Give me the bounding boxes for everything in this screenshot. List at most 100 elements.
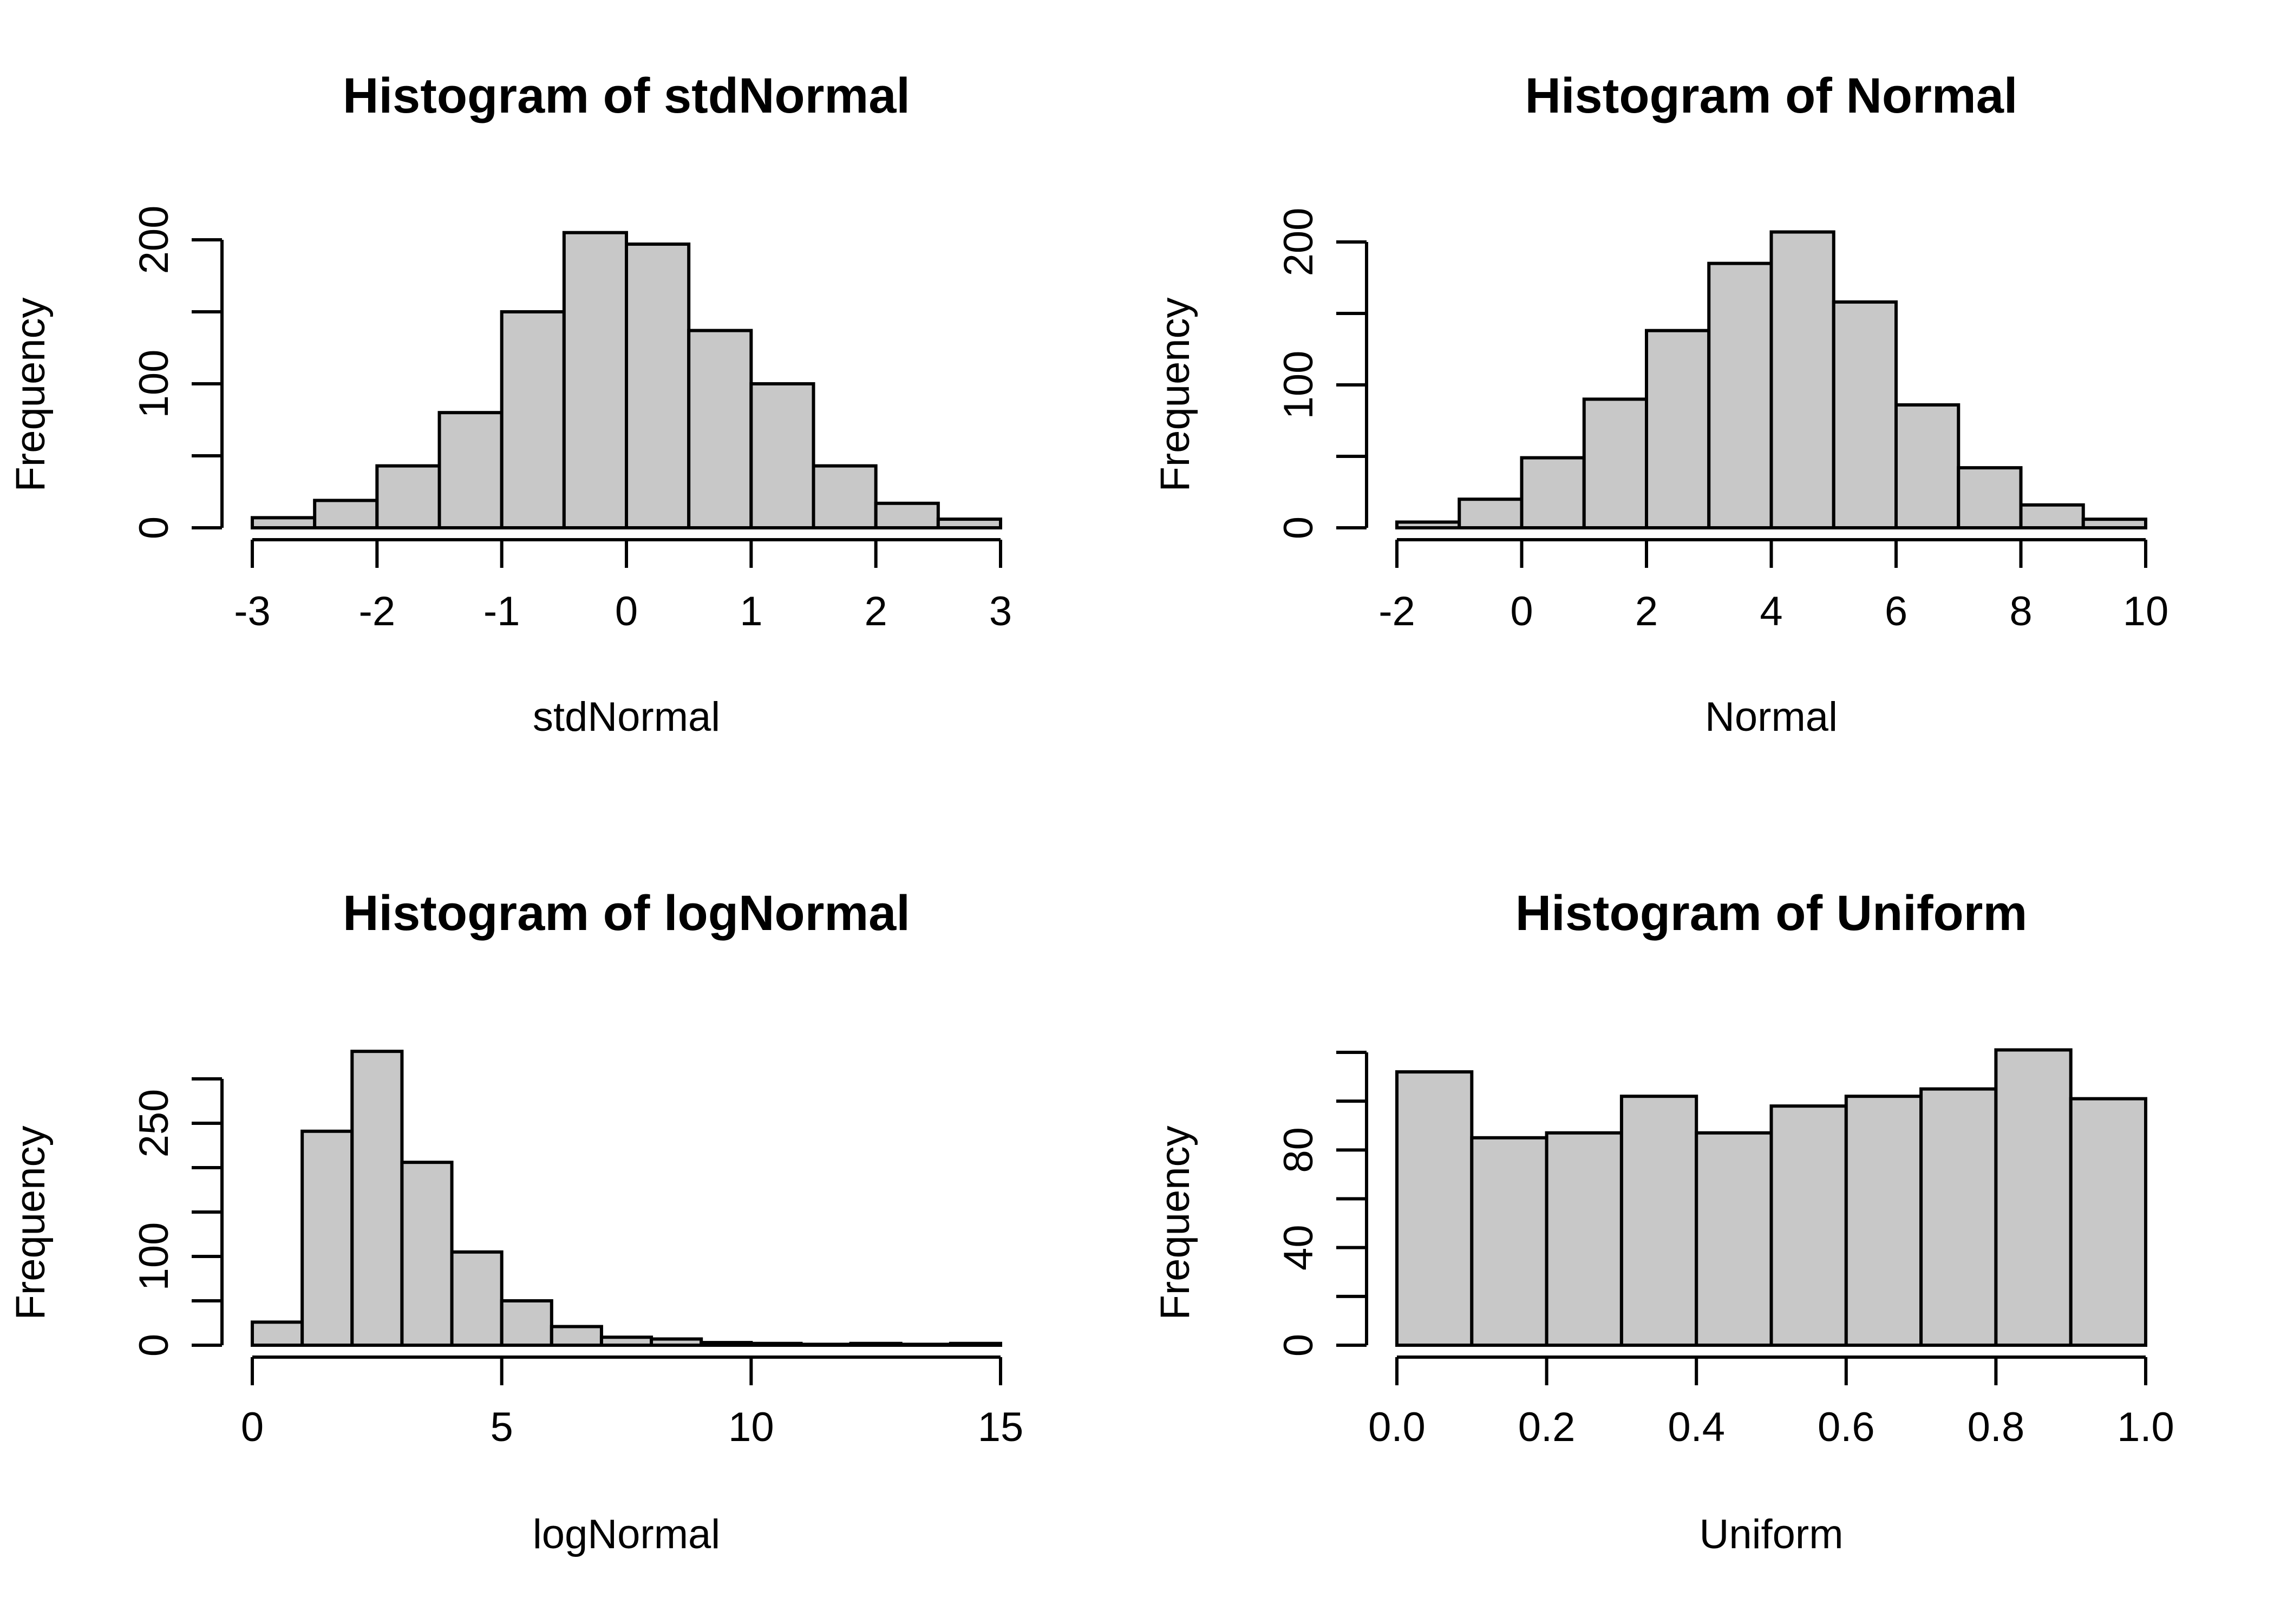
histogram-bar — [1769, 230, 1835, 529]
histogram-bar — [313, 499, 379, 530]
chart-title: Histogram of Normal — [1525, 68, 2018, 123]
y-tick-label: 0 — [131, 516, 177, 539]
histogram-bar — [650, 1337, 703, 1347]
x-tick-label: 0.2 — [1518, 1404, 1576, 1450]
histogram-bar — [300, 1129, 354, 1347]
y-tick-label: 80 — [1276, 1127, 1322, 1173]
x-axis-label: logNormal — [533, 1511, 720, 1557]
histogram-bar — [749, 382, 815, 529]
histogram-bar — [400, 1161, 454, 1347]
x-tick-label: 1 — [740, 588, 762, 634]
y-axis-label: Frequency — [1152, 297, 1198, 492]
y-tick-label: 100 — [131, 1222, 177, 1291]
histogram-bar — [1619, 1095, 1698, 1347]
y-axis-label: Frequency — [8, 1125, 54, 1320]
histogram-bar — [251, 1320, 304, 1347]
x-tick-label: 0.0 — [1368, 1404, 1426, 1450]
histogram-bar — [936, 518, 1003, 529]
y-tick-label: 0 — [1276, 516, 1322, 539]
histogram-bar — [2069, 1097, 2147, 1347]
x-tick-label: 2 — [865, 588, 887, 634]
histogram-bar — [687, 329, 753, 530]
histogram-bar — [550, 1325, 603, 1347]
x-tick-label: 0 — [1510, 588, 1533, 634]
histogram-bar — [599, 1335, 654, 1347]
histogram-bar — [899, 1343, 952, 1347]
x-tick-label: -2 — [1378, 588, 1415, 634]
histogram-panel: Histogram of stdNormal -3 -2 -1 0 1 2 3 0 100 200 s… — [8, 68, 1012, 740]
y-tick-label: 0 — [131, 1334, 177, 1357]
histogram-panel: Histogram of Uniform 0.0 0.2 0.4 0.6 0.8 1.0 0 4… — [1152, 886, 2174, 1557]
chart-title: Histogram of logNormal — [343, 886, 910, 941]
histogram-bar — [450, 1250, 504, 1347]
x-axis-label: Uniform — [1699, 1511, 1843, 1557]
y-tick-label: 250 — [131, 1089, 177, 1158]
histogram-bar — [849, 1341, 903, 1347]
x-tick-label: 2 — [1635, 588, 1658, 634]
histogram-bar — [1582, 397, 1648, 530]
histogram-bar — [1919, 1087, 1998, 1347]
x-tick-label: 6 — [1885, 588, 1907, 634]
histogram-bar — [1545, 1131, 1623, 1347]
histogram-bar — [1957, 466, 2023, 529]
x-tick-label: 0.6 — [1818, 1404, 1875, 1450]
histogram-bar — [500, 1299, 553, 1347]
histogram-bar — [1707, 261, 1773, 529]
y-axis-label: Frequency — [1152, 1125, 1198, 1320]
histogram-bar — [500, 310, 566, 529]
histogram-bar — [700, 1341, 753, 1347]
histogram-bar — [1470, 1136, 1548, 1347]
histogram-bar — [1395, 1070, 1474, 1347]
histogram-bar — [562, 231, 629, 529]
histogram-bar — [1520, 456, 1586, 530]
histogram-bar — [625, 242, 691, 530]
histogram-bar — [874, 501, 940, 530]
histogram-bar — [1695, 1131, 1773, 1347]
histogram-bar — [1994, 1048, 2073, 1347]
x-tick-label: 0.4 — [1668, 1404, 1725, 1450]
y-tick-label: 100 — [131, 350, 177, 418]
histogram-bar — [1894, 403, 1961, 530]
chart-title: Histogram of stdNormal — [343, 68, 910, 123]
histogram-panel: Histogram of logNormal 0 5 10 15 0 100 250 logNo… — [8, 886, 1023, 1557]
histogram-bar — [799, 1343, 853, 1347]
chart-title: Histogram of Uniform — [1515, 886, 2028, 941]
x-tick-label: 0 — [615, 588, 638, 634]
histogram-panel: Histogram of Normal-2 0 2 4 6 8 100100200Norma… — [1152, 68, 2168, 740]
x-tick-label: 10 — [728, 1404, 774, 1450]
x-tick-label: 0 — [241, 1404, 264, 1450]
y-tick-label: 40 — [1276, 1224, 1322, 1271]
histogram-bar — [1395, 520, 1461, 530]
x-tick-label: 5 — [491, 1404, 513, 1450]
histogram-bar — [812, 464, 878, 529]
y-tick-label: 0 — [1276, 1334, 1322, 1357]
histogram-bar — [375, 464, 441, 529]
x-axis-label: Normal — [1705, 694, 1838, 740]
y-tick-label: 200 — [131, 206, 177, 274]
x-tick-label: 3 — [989, 588, 1012, 634]
y-axis-label: Frequency — [8, 297, 54, 492]
histogram-bar — [749, 1341, 803, 1347]
histogram-bar — [1645, 329, 1711, 529]
x-tick-label: 0.8 — [1968, 1404, 2025, 1450]
histogram-bar — [949, 1341, 1003, 1347]
x-tick-label: 15 — [978, 1404, 1024, 1450]
histogram-bar — [2081, 518, 2147, 529]
x-tick-label: 8 — [2009, 588, 2032, 634]
x-tick-label: -1 — [483, 588, 520, 634]
y-tick-label: 100 — [1276, 351, 1322, 420]
histogram-bar — [251, 516, 317, 530]
x-tick-label: 4 — [1760, 588, 1782, 634]
histogram-bar — [1832, 300, 1898, 529]
histogram-bar — [1844, 1095, 1923, 1347]
histogram-bar — [437, 411, 504, 530]
x-tick-label: 1.0 — [2117, 1404, 2174, 1450]
histogram-bar — [1769, 1104, 1848, 1347]
x-tick-label: 10 — [2123, 588, 2169, 634]
histogram-bar — [2019, 503, 2085, 530]
histogram-bar — [1458, 497, 1524, 530]
histogram-bar — [350, 1050, 404, 1347]
x-tick-label: -3 — [234, 588, 271, 634]
y-tick-label: 200 — [1276, 208, 1322, 277]
